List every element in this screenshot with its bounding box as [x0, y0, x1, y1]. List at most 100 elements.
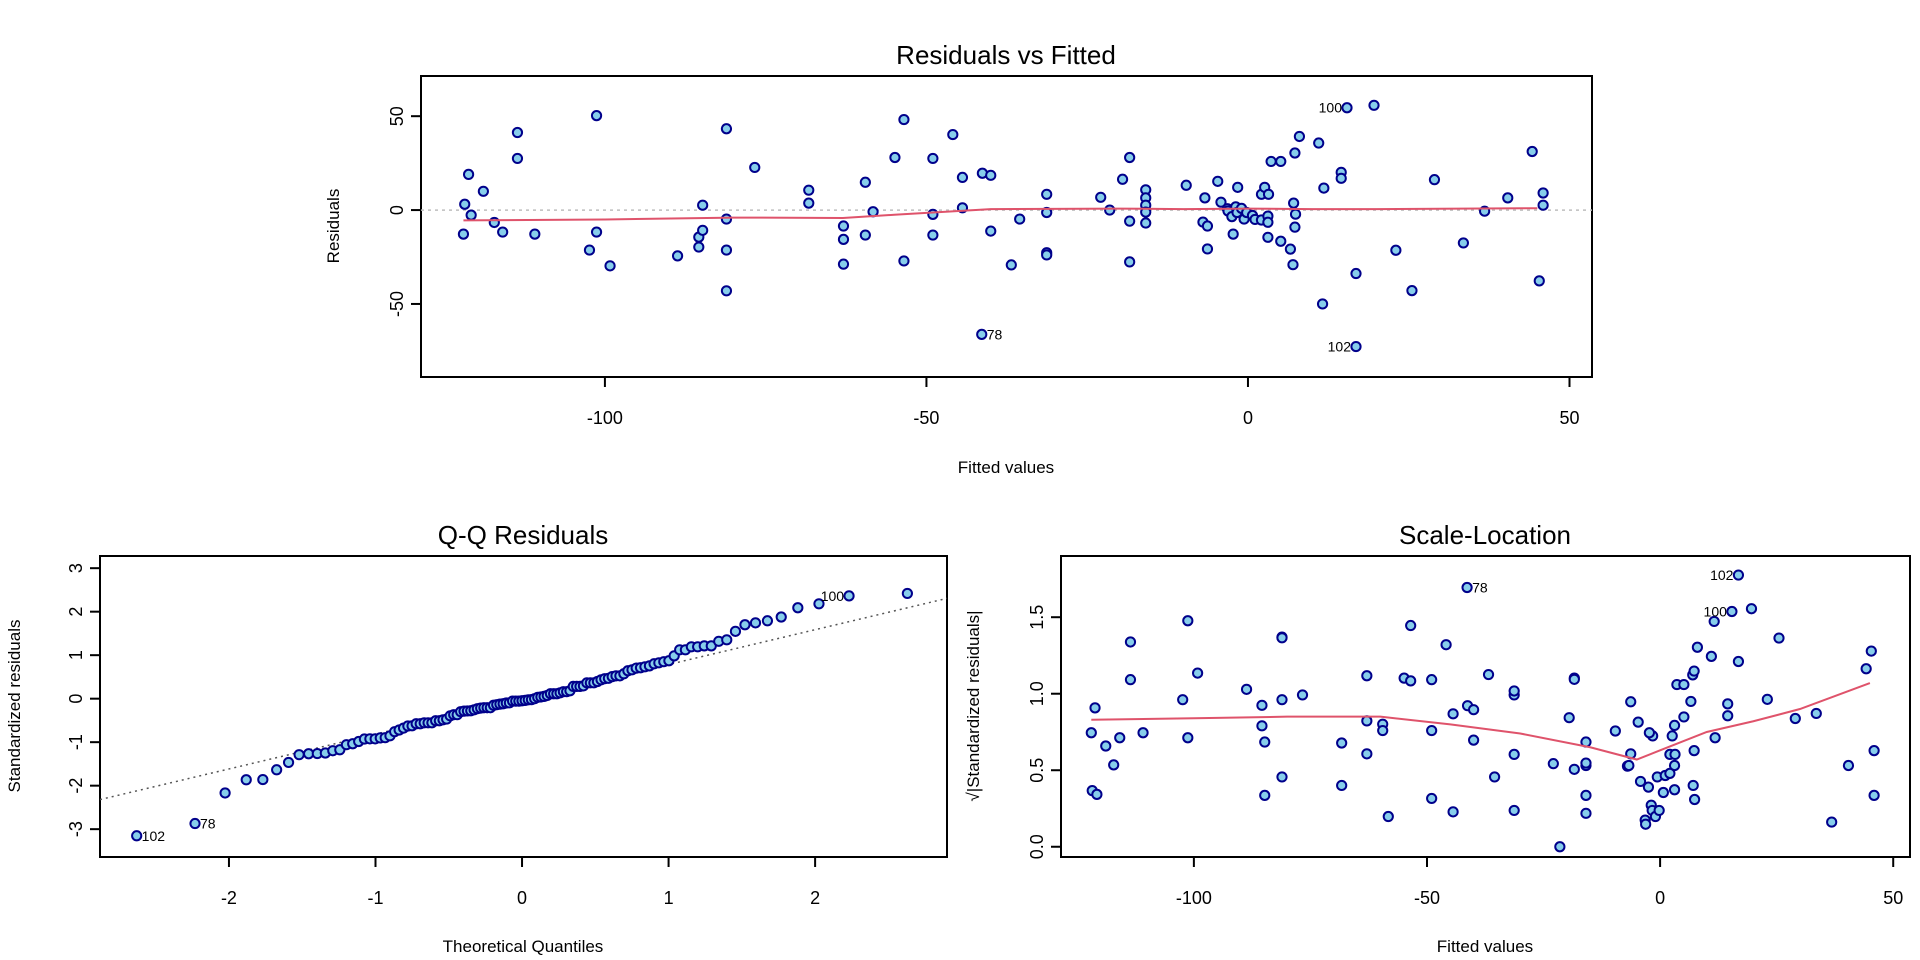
data-point — [1124, 256, 1136, 268]
x-axis-label: Fitted values — [1437, 937, 1533, 956]
data-point — [1041, 188, 1053, 200]
data-point — [1842, 759, 1855, 772]
chart-title: Q-Q Residuals — [438, 520, 609, 550]
data-point — [1526, 145, 1538, 158]
data-point — [1461, 581, 1473, 594]
data-point — [1722, 710, 1734, 722]
data-point — [837, 220, 850, 232]
data-point — [1642, 781, 1655, 793]
data-point — [1259, 736, 1271, 748]
data-point — [1124, 151, 1136, 164]
data-point — [1789, 712, 1801, 725]
data-point — [813, 598, 825, 610]
data-point — [1688, 665, 1700, 677]
data-point — [1547, 758, 1559, 770]
data-point — [1865, 645, 1877, 657]
data-point — [1508, 748, 1520, 760]
y-axis-label: √|Standardized residuals| — [964, 610, 983, 801]
data-point — [898, 113, 910, 126]
data-point — [1240, 683, 1253, 695]
data-point — [465, 209, 477, 221]
data-point — [1265, 155, 1277, 168]
data-point — [803, 184, 815, 196]
data-point — [1678, 711, 1690, 723]
data-point — [1262, 216, 1274, 228]
point-label: 100 — [1704, 604, 1728, 620]
data-point — [1428, 174, 1441, 186]
data-point — [1447, 708, 1459, 720]
data-point — [721, 634, 733, 646]
data-point — [1262, 188, 1275, 200]
y-tick-label: -50 — [387, 291, 407, 317]
data-point — [1361, 670, 1373, 682]
x-tick-label: -50 — [913, 408, 939, 428]
data-point — [1640, 818, 1652, 830]
data-point — [985, 225, 997, 237]
data-point — [1293, 130, 1306, 143]
data-point — [1256, 699, 1268, 711]
data-point — [1390, 244, 1402, 256]
y-tick-label: 0.5 — [1027, 758, 1047, 783]
data-point — [1860, 663, 1872, 675]
data-point — [1745, 603, 1758, 615]
data-point — [1276, 632, 1288, 644]
data-point — [1201, 220, 1214, 232]
data-point — [604, 260, 616, 272]
y-tick-label: 0 — [66, 694, 86, 704]
data-point — [1336, 737, 1348, 749]
data-point — [1116, 173, 1129, 185]
data-point — [1508, 685, 1520, 697]
data-point — [1289, 208, 1302, 220]
data-point — [956, 171, 969, 183]
data-point — [1537, 199, 1549, 211]
data-point — [240, 774, 252, 786]
x-tick-label: 0 — [517, 888, 527, 908]
x-tick-label: -2 — [221, 888, 237, 908]
data-point — [1180, 179, 1192, 191]
data-point — [1623, 759, 1635, 772]
data-point — [697, 199, 709, 211]
data-point — [1537, 187, 1549, 199]
data-point — [1275, 155, 1287, 168]
data-point — [1632, 716, 1644, 728]
data-point — [1688, 745, 1700, 757]
data-point — [1447, 806, 1459, 818]
data-point — [1722, 698, 1734, 710]
data-point — [1089, 702, 1101, 714]
data-point — [1405, 675, 1417, 687]
data-point — [462, 168, 475, 180]
data-point — [293, 749, 305, 761]
data-point — [1726, 605, 1738, 618]
data-point — [1426, 792, 1438, 805]
data-point — [1508, 804, 1520, 817]
data-point — [1382, 810, 1394, 823]
data-point — [1335, 172, 1347, 184]
y-tick-label: 3 — [66, 563, 86, 573]
point-label: 102 — [1710, 567, 1734, 583]
point-label: 100 — [1319, 100, 1343, 116]
data-point — [1368, 99, 1380, 111]
data-point — [1100, 740, 1112, 752]
data-point — [720, 244, 733, 256]
data-point — [1140, 206, 1152, 218]
data-point — [720, 213, 733, 225]
data-point — [927, 208, 939, 220]
data-point — [1691, 641, 1704, 653]
data-point — [1563, 712, 1575, 724]
data-point — [1625, 696, 1637, 708]
data-point — [1041, 249, 1053, 261]
data-point — [477, 185, 489, 197]
data-point — [1289, 221, 1301, 233]
data-point — [459, 198, 471, 210]
data-point — [749, 161, 761, 174]
data-point — [739, 619, 751, 631]
data-point — [985, 169, 997, 181]
data-point — [1108, 759, 1120, 771]
data-point — [1276, 694, 1288, 706]
data-point — [1657, 786, 1669, 799]
data-point — [1440, 639, 1452, 651]
data-point — [1192, 667, 1204, 679]
data-point — [1533, 275, 1545, 287]
data-point — [792, 602, 804, 614]
data-point — [947, 128, 959, 141]
